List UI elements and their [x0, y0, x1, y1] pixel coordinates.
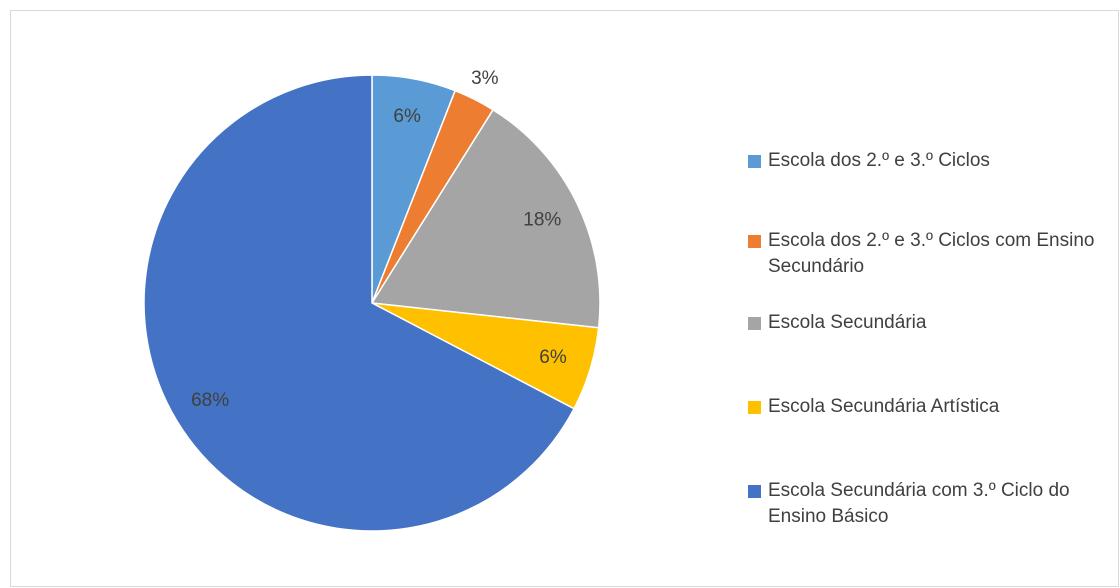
legend-swatch [748, 155, 761, 168]
data-label: 3% [471, 68, 499, 89]
legend-item: Escola dos 2.º e 3.º Ciclos com Ensino S… [748, 228, 1108, 280]
legend-item: Escola Secundária Artística [748, 394, 1108, 420]
legend-swatch [748, 401, 761, 414]
legend-item: Escola Secundária [748, 310, 1108, 336]
pie-slice [370, 108, 601, 329]
data-label: 6% [393, 106, 421, 127]
legend-swatch [748, 485, 761, 498]
legend-label: Escola dos 2.º e 3.º Ciclos com Ensino S… [768, 230, 1095, 277]
legend-swatch [748, 317, 761, 330]
pie-slice [143, 74, 576, 532]
legend-label: Escola Secundária [768, 312, 927, 333]
legend-item: Escola dos 2.º e 3.º Ciclos [748, 148, 1108, 174]
legend-label: Escola Secundária Artística [768, 396, 1000, 417]
data-label: 68% [191, 390, 229, 411]
legend-label: Escola Secundária com 3.º Ciclo do Ensin… [768, 480, 1070, 527]
data-label: 18% [523, 210, 561, 231]
data-label: 6% [539, 347, 567, 368]
legend-item: Escola Secundária com 3.º Ciclo do Ensin… [748, 478, 1108, 530]
legend-label: Escola dos 2.º e 3.º Ciclos [768, 150, 990, 171]
legend-swatch [748, 235, 761, 248]
